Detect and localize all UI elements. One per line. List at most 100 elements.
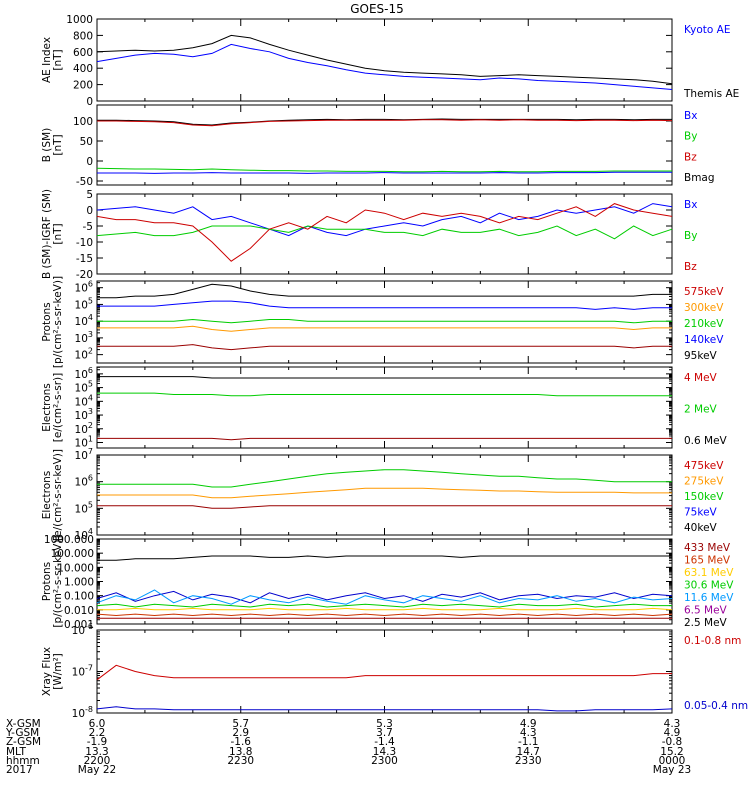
legend-entry: 75keV [684,507,718,519]
panel-frame [96,538,673,625]
y-tick-label: 105 [75,500,93,515]
y-tick-label: 102 [75,347,93,362]
y-tick-label: -15 [76,253,93,265]
legend-entry: Bz [684,151,697,163]
x-axis-value: 4.3 [520,727,537,739]
y-tick-label: 10-7 [72,664,93,679]
y-tick-label: 1000.000 [44,534,94,546]
x-axis-value: May 22 [78,764,116,776]
legend-entry: Bz [684,261,697,273]
y-axis-label: [W/m²] [52,653,64,690]
legend-entry: 6.5 MeV [684,605,728,617]
series-line-bz: Bz [97,119,673,127]
legend-entry: 150keV [684,491,724,503]
x-axis-value: -1.6 [231,736,252,748]
series-line-themis-ae: Themis AE [96,34,673,85]
series-line-165-mev: 165 MeV [96,613,673,617]
x-axis-value: 4.9 [664,727,681,739]
plot-title: GOES-15 [350,2,404,16]
y-tick-label: 104 [75,527,93,542]
series-line-bmag: Bmag [97,118,672,126]
panel-frame [96,280,673,364]
series-line-11-6-mev: 11.6 MeV [96,589,673,605]
series-line-by: By [96,225,673,240]
y-tick-label: 105 [75,296,93,311]
y-tick-label: 106 [75,366,93,381]
y-tick-label: 10-8 [72,705,93,720]
legend-entry: Themis AE [683,88,739,100]
series-line-140kev: 140keV [97,300,672,310]
y-axis-label: [e/(cm²-s-sr)] [52,373,64,442]
legend-entry: By [684,131,697,143]
x-axis-value: 5.7 [232,718,249,730]
y-tick-label: 600 [73,47,93,59]
x-axis-row-label: 2017 [6,764,33,776]
legend-entry: 433 MeV [684,542,731,554]
y-axis-label: [e/(cm²-s-sr-keV)] [52,449,64,541]
legend-entry: 40keV [684,522,718,534]
x-axis-value: 15.2 [660,746,683,758]
y-axis-label: [p/(cm²-s-sr-keV)] [52,535,64,627]
x-axis-value: 2.2 [89,727,106,739]
x-axis-value: 13.3 [85,746,108,758]
y-axis-label: AE Index [41,37,53,83]
x-axis-value: 2330 [515,755,542,767]
legend-entry: Kyoto AE [684,24,730,36]
y-tick-label: 100.000 [51,548,94,560]
series-line-210kev: 210keV [97,318,672,324]
series-line-2-mev: 2 MeV [97,392,672,397]
y-tick-label: 0 [86,96,93,108]
y-tick-label: 103 [75,330,93,345]
legend-entry: By [684,230,697,242]
y-tick-label: 106 [75,474,93,489]
series-line-475kev: 475keV [97,505,672,509]
x-axis-value: 2300 [371,755,398,767]
legend-entry: 575keV [684,286,724,298]
y-tick-label: -20 [76,269,93,281]
series-line-6-5-mev: 6.5 MeV [96,590,673,604]
y-tick-label: 103 [75,407,93,422]
legend-entry: 4 MeV [684,372,718,384]
y-tick-label: 0 [86,156,93,168]
y-axis-label: Electrons [41,471,53,520]
series-line-63-1-mev: 63.1 MeV [97,607,673,611]
y-tick-label: 800 [73,30,93,42]
panel-frame [96,366,673,449]
series-line-0-05-0-4-nm: 0.05-0.4 nm [96,706,673,712]
y-axis-label: B (SM)-IGRF (SM) [41,189,53,279]
series-line-by: By [96,167,672,173]
y-tick-label: 0.100 [64,591,94,603]
y-axis-label: Xray Flux [41,647,53,696]
legend-entry: Bx [684,110,697,122]
x-axis-value: 13.8 [229,746,252,758]
legend-entry: 0.1-0.8 nm [684,635,741,647]
x-axis-value: -1.9 [87,736,108,748]
x-axis-value: -0.8 [662,736,683,748]
x-axis-row-label: Y-GSM [5,727,39,739]
y-tick-label: 5 [86,189,93,201]
y-axis-label: [nT] [52,49,64,70]
x-axis-value: 5.3 [376,718,393,730]
series-line-575kev: 575keV [97,344,672,351]
legend-entry: 30.6 MeV [684,580,734,592]
y-axis-label: [p/(cm²-s-sr-keV)] [52,276,64,368]
y-tick-label: 104 [75,313,93,328]
x-axis-row-label: X-GSM [6,718,41,730]
legend-entry: Bx [684,199,697,211]
legend-entry: 165 MeV [684,555,731,567]
y-tick-label: 104 [75,393,93,408]
series-line-150kev: 150keV [97,469,672,488]
y-axis-label: [nT] [52,223,64,244]
series-line-30-6-mev: 30.6 MeV [96,603,672,608]
y-tick-label: 0.001 [64,619,94,631]
x-axis-row-label: Z-GSM [6,736,41,748]
x-axis-value: 4.9 [520,718,537,730]
panel-frame [96,629,673,714]
series-line-2-5-mev: 2.5 MeV [97,555,672,561]
y-axis-label: B (SM) [41,128,53,162]
y-tick-label: 100 [73,116,93,128]
